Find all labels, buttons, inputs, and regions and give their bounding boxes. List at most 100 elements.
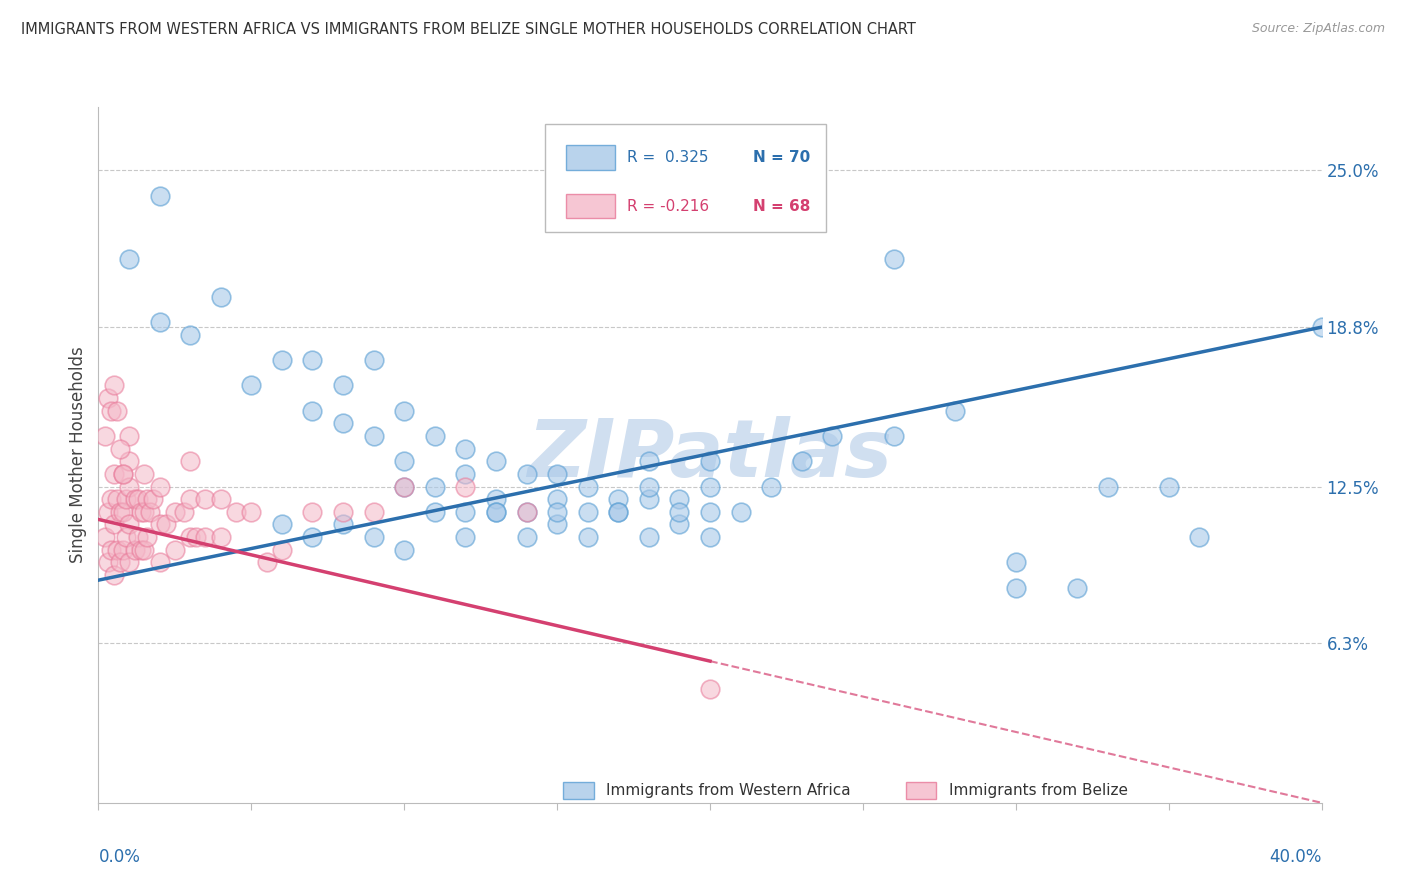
Point bbox=[883, 429, 905, 443]
Point bbox=[118, 556, 141, 570]
Point bbox=[1188, 530, 1211, 544]
Point bbox=[637, 479, 661, 493]
Text: 40.0%: 40.0% bbox=[1270, 848, 1322, 866]
Text: 0.0%: 0.0% bbox=[98, 848, 141, 866]
Point bbox=[699, 454, 721, 468]
Point bbox=[423, 429, 446, 443]
Point bbox=[485, 505, 508, 519]
Point bbox=[103, 517, 125, 532]
Point bbox=[423, 505, 446, 519]
Point bbox=[485, 505, 508, 519]
Text: N = 68: N = 68 bbox=[752, 199, 810, 214]
Point bbox=[392, 479, 416, 493]
Point bbox=[1004, 556, 1026, 570]
Point bbox=[127, 530, 149, 544]
Point bbox=[149, 315, 172, 329]
Text: Immigrants from Western Africa: Immigrants from Western Africa bbox=[606, 783, 851, 797]
Y-axis label: Single Mother Households: Single Mother Households bbox=[69, 347, 87, 563]
Point bbox=[668, 505, 690, 519]
Point bbox=[155, 517, 177, 532]
Point bbox=[149, 556, 172, 570]
Point bbox=[363, 353, 385, 368]
Point bbox=[392, 542, 416, 557]
Point bbox=[124, 492, 146, 507]
Point bbox=[118, 429, 141, 443]
Point bbox=[186, 530, 208, 544]
Point bbox=[134, 542, 156, 557]
Point bbox=[363, 530, 385, 544]
FancyBboxPatch shape bbox=[905, 782, 936, 799]
Point bbox=[546, 517, 568, 532]
Point bbox=[1310, 320, 1333, 334]
Point bbox=[93, 429, 115, 443]
Point bbox=[179, 327, 201, 342]
Point bbox=[142, 492, 165, 507]
Point bbox=[392, 403, 416, 417]
Point bbox=[136, 492, 159, 507]
Point bbox=[301, 353, 323, 368]
Text: R =  0.325: R = 0.325 bbox=[627, 151, 709, 165]
Point bbox=[97, 391, 120, 405]
Point bbox=[118, 252, 141, 266]
Point bbox=[637, 492, 661, 507]
Point bbox=[699, 505, 721, 519]
Text: Immigrants from Belize: Immigrants from Belize bbox=[949, 783, 1128, 797]
Point bbox=[209, 492, 232, 507]
Point bbox=[454, 530, 477, 544]
Point bbox=[149, 517, 172, 532]
Point bbox=[103, 467, 125, 481]
Point bbox=[454, 442, 477, 456]
Point bbox=[149, 188, 172, 202]
Point bbox=[332, 378, 354, 392]
Point bbox=[454, 505, 477, 519]
Point bbox=[149, 479, 172, 493]
Point bbox=[363, 429, 385, 443]
Point bbox=[240, 505, 263, 519]
Point bbox=[516, 530, 538, 544]
Point bbox=[129, 542, 152, 557]
Point bbox=[111, 542, 134, 557]
Point bbox=[392, 479, 416, 493]
Point bbox=[209, 290, 232, 304]
Point bbox=[730, 505, 752, 519]
Text: N = 70: N = 70 bbox=[752, 151, 810, 165]
Point bbox=[454, 467, 477, 481]
FancyBboxPatch shape bbox=[546, 124, 827, 232]
Point bbox=[240, 378, 263, 392]
Point bbox=[607, 505, 630, 519]
Point bbox=[423, 479, 446, 493]
Point bbox=[516, 505, 538, 519]
Point bbox=[699, 530, 721, 544]
FancyBboxPatch shape bbox=[565, 194, 614, 219]
Point bbox=[105, 542, 128, 557]
Text: R = -0.216: R = -0.216 bbox=[627, 199, 709, 214]
Point bbox=[118, 479, 141, 493]
Point bbox=[173, 505, 195, 519]
Point bbox=[270, 542, 292, 557]
Point bbox=[485, 492, 508, 507]
Point bbox=[194, 492, 217, 507]
Point bbox=[115, 492, 138, 507]
Point bbox=[1004, 581, 1026, 595]
Point bbox=[129, 505, 152, 519]
Text: IMMIGRANTS FROM WESTERN AFRICA VS IMMIGRANTS FROM BELIZE SINGLE MOTHER HOUSEHOLD: IMMIGRANTS FROM WESTERN AFRICA VS IMMIGR… bbox=[21, 22, 915, 37]
Point bbox=[127, 492, 149, 507]
Point bbox=[134, 505, 156, 519]
Point bbox=[103, 568, 125, 582]
Point bbox=[637, 454, 661, 468]
Point bbox=[392, 454, 416, 468]
Point bbox=[256, 556, 278, 570]
Point bbox=[516, 505, 538, 519]
Point bbox=[225, 505, 247, 519]
Point bbox=[607, 505, 630, 519]
Point bbox=[108, 442, 131, 456]
Point bbox=[111, 505, 134, 519]
Point bbox=[637, 530, 661, 544]
Point bbox=[179, 530, 201, 544]
Point bbox=[943, 403, 966, 417]
Point bbox=[301, 505, 323, 519]
Point bbox=[699, 479, 721, 493]
Point bbox=[699, 681, 721, 696]
Point bbox=[668, 517, 690, 532]
Point bbox=[100, 492, 122, 507]
